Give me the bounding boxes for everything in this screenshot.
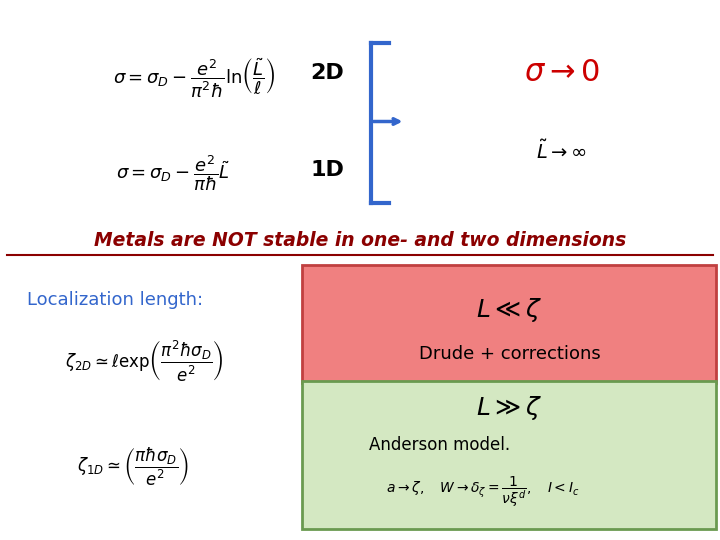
Text: $\zeta_{2D} \simeq \ell\exp\!\left(\dfrac{\pi^2\hbar\sigma_D}{e^2}\right)$: $\zeta_{2D} \simeq \ell\exp\!\left(\dfra…	[65, 339, 223, 384]
Text: $\zeta_{1D} \simeq \left(\dfrac{\pi\hbar\sigma_D}{e^2}\right)$: $\zeta_{1D} \simeq \left(\dfrac{\pi\hbar…	[78, 446, 189, 488]
Text: $\sigma = \sigma_D - \dfrac{e^2}{\pi\hbar}\tilde{L}$: $\sigma = \sigma_D - \dfrac{e^2}{\pi\hba…	[116, 153, 230, 193]
Text: $\sigma \rightarrow 0$: $\sigma \rightarrow 0$	[523, 58, 600, 87]
FancyBboxPatch shape	[302, 381, 716, 529]
Text: Drude + corrections: Drude + corrections	[419, 345, 600, 363]
Text: 1D: 1D	[310, 160, 345, 180]
Text: Metals are NOT stable in one- and two dimensions: Metals are NOT stable in one- and two di…	[94, 231, 626, 250]
Text: $a \rightarrow \zeta, \quad W \rightarrow \delta_\zeta = \dfrac{1}{\nu\xi^d}, \q: $a \rightarrow \zeta, \quad W \rightarro…	[386, 474, 579, 509]
FancyBboxPatch shape	[302, 265, 716, 383]
Text: $\sigma = \sigma_D - \dfrac{e^2}{\pi^2\hbar}\ln\!\left(\dfrac{\tilde{L}}{\ell}\r: $\sigma = \sigma_D - \dfrac{e^2}{\pi^2\h…	[113, 57, 276, 100]
Text: Anderson model.: Anderson model.	[369, 436, 510, 455]
Text: $L \ll \zeta$: $L \ll \zeta$	[477, 296, 543, 325]
Text: 2D: 2D	[311, 63, 344, 83]
Text: $L \gg \zeta$: $L \gg \zeta$	[477, 394, 543, 422]
Text: Localization length:: Localization length:	[27, 291, 203, 309]
Text: $\tilde{L} \rightarrow \infty$: $\tilde{L} \rightarrow \infty$	[536, 140, 587, 163]
